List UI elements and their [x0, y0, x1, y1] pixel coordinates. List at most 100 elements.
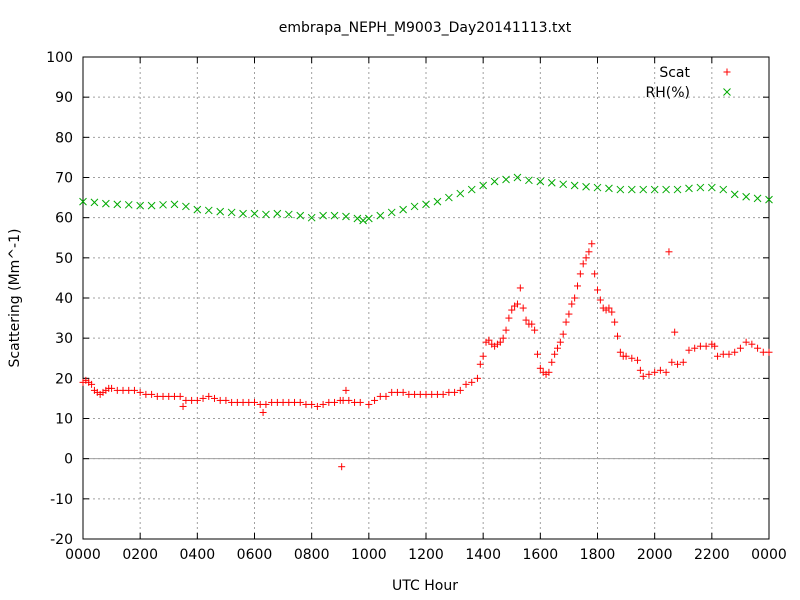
rh-point — [627, 185, 636, 194]
scat-point — [505, 314, 513, 322]
scat-point — [565, 310, 573, 318]
legend: Scat RH(%) — [646, 65, 731, 101]
scat-point — [222, 396, 230, 404]
scat-point — [596, 296, 604, 304]
scat-point — [668, 358, 676, 366]
scat-point — [531, 326, 539, 334]
scat-point — [702, 342, 710, 350]
scat-point — [296, 398, 304, 406]
rh-point — [707, 183, 716, 192]
scat-point — [748, 340, 756, 348]
x-tick-label: 0400 — [180, 547, 216, 563]
scat-point — [582, 254, 590, 262]
rh-point — [753, 194, 762, 203]
rh-point — [193, 205, 202, 214]
scat-point — [508, 306, 516, 314]
scat-point — [634, 356, 642, 364]
y-tick-label: 40 — [55, 291, 73, 307]
rh-point — [136, 201, 145, 210]
rh-point — [719, 185, 728, 194]
scat-point — [451, 388, 459, 396]
y-tick-label: 30 — [55, 331, 73, 347]
scat-point — [639, 372, 647, 380]
scat-point — [262, 400, 270, 408]
rh-point — [559, 180, 568, 189]
rh-point — [456, 189, 465, 198]
scat-point — [499, 334, 507, 342]
grid — [83, 57, 769, 539]
y-tick-label: 50 — [55, 251, 73, 267]
rh-point — [399, 205, 407, 214]
scat-point — [568, 300, 576, 308]
scat-point — [622, 352, 630, 360]
scat-point — [108, 384, 116, 392]
rh-point — [696, 183, 705, 192]
y-tick-label: 60 — [55, 211, 73, 227]
rh-point — [525, 176, 533, 185]
scat-point — [662, 368, 670, 376]
scat-point — [573, 282, 581, 290]
legend-marker-scat — [723, 68, 731, 76]
scat-point — [636, 366, 644, 374]
rh-point — [124, 200, 133, 209]
scat-point — [611, 318, 619, 326]
rh-point — [673, 185, 682, 194]
rh-point — [639, 185, 648, 194]
scat-point — [588, 240, 596, 248]
rh-point — [307, 213, 316, 222]
rh-point — [147, 201, 156, 210]
rh-point — [284, 210, 293, 219]
rh-point — [433, 197, 442, 206]
scat-point — [88, 380, 96, 388]
rh-point — [239, 209, 247, 218]
rh-point — [765, 195, 773, 204]
y-tick-label: 80 — [55, 130, 73, 146]
scat-point — [485, 336, 493, 344]
scat-point — [559, 330, 567, 338]
rh-point — [570, 181, 579, 190]
rh-point — [422, 200, 430, 209]
scat-point — [331, 398, 339, 406]
legend-cross-mark — [723, 88, 731, 96]
scat-point — [736, 344, 744, 352]
scat-point — [259, 408, 267, 416]
rh-point — [376, 211, 385, 220]
y-tick-label: -10 — [50, 492, 73, 508]
rh-point — [296, 211, 305, 220]
scat-point — [528, 320, 536, 328]
scat-point — [456, 386, 464, 394]
rh-point — [502, 175, 510, 184]
scat-point — [671, 328, 679, 336]
rh-point — [170, 200, 179, 209]
scat-point — [585, 248, 593, 256]
rh-point — [650, 185, 659, 194]
scat-point — [136, 388, 144, 396]
scat-point — [656, 366, 664, 374]
rh-point — [685, 184, 693, 193]
rh-point — [662, 185, 670, 194]
scat-point — [651, 368, 659, 376]
rh-point — [387, 208, 396, 217]
scat-point — [645, 370, 653, 378]
scat-point — [371, 396, 379, 404]
scat-point — [616, 348, 624, 356]
scat-point — [562, 318, 570, 326]
scat-point — [205, 392, 213, 400]
scat-point — [308, 400, 316, 408]
axis-ticks: -20 -10 0 10 20 30 40 50 60 70 80 90 100 0000 0200 0400… — [46, 50, 787, 563]
scat-point — [556, 338, 564, 346]
scat-point — [548, 358, 556, 366]
rh-point — [359, 216, 367, 225]
rh-point — [513, 173, 522, 182]
scat-point — [338, 463, 346, 471]
scat-point — [179, 402, 187, 410]
scat-point — [714, 352, 722, 360]
rh-point — [273, 209, 282, 218]
rh-point — [250, 209, 259, 218]
scat-point — [365, 400, 373, 408]
scat-point — [479, 352, 487, 360]
rh-point — [102, 199, 110, 208]
scat-point — [545, 368, 553, 376]
data-points — [79, 173, 773, 471]
scat-point — [462, 380, 470, 388]
